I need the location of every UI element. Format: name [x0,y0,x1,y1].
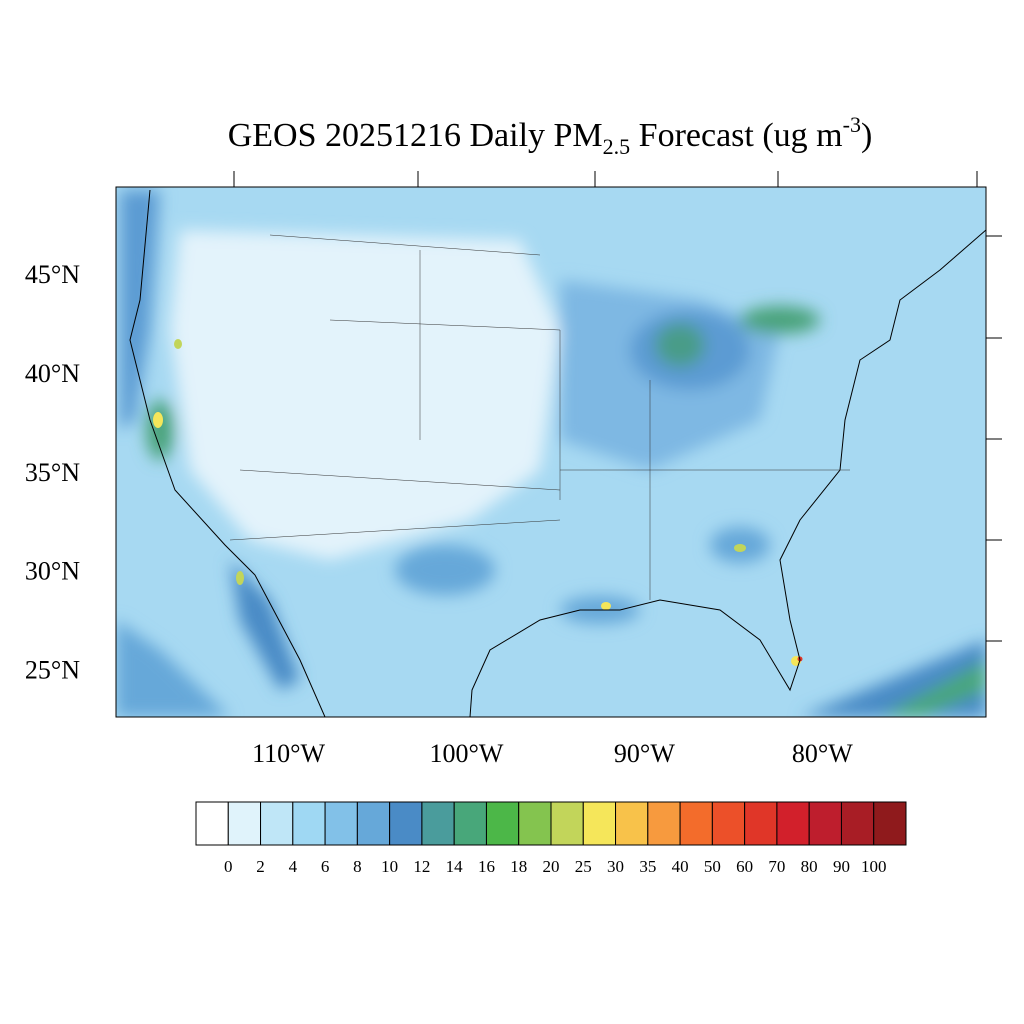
colorbar-box [615,801,649,846]
title: GEOS 20251216 Daily PM2.5 Forecast (ug m… [228,112,873,159]
title-text: ) [861,117,872,154]
colorbar-box [389,801,423,846]
title-text: Forecast (ug m [630,117,842,154]
colorbar-label: 60 [736,857,753,876]
colorbar-box [679,801,713,846]
colorbar-label: 16 [478,857,495,876]
title-text: GEOS 20251216 Daily PM [228,117,603,154]
lat-label: 45°N [25,260,80,289]
axis-labels: 45°N 40°N 35°N 30°N 25°N 110°W 100°W 90°W 80°W [25,260,853,768]
colorbar-label: 25 [575,857,592,876]
colorbar-label: 100 [861,857,887,876]
lon-label: 100°W [430,739,504,768]
colorbar-box [776,801,810,846]
colorbar-box [324,801,358,846]
colorbar: 0 2 4 6 8 10 12 14 16 18 20 25 30 35 40 50 60 70 80 90 100 [195,801,907,876]
colorbar-box [421,801,455,846]
colorbar-box [260,801,294,846]
colorbar-box [711,801,746,846]
title-superscript: -3 [843,112,861,137]
title-subscript: 2.5 [603,134,631,159]
colorbar-label: 20 [543,857,560,876]
lat-label: 30°N [25,557,80,586]
colorbar-label: 12 [413,857,430,876]
colorbar-label: 6 [321,857,330,876]
colorbar-label: 70 [768,857,785,876]
colorbar-label: 2 [256,857,265,876]
colorbar-label: 80 [801,857,818,876]
colorbar-label: 30 [607,857,624,876]
lon-label: 90°W [614,739,675,768]
colorbar-label: 8 [353,857,362,876]
colorbar-box [808,801,842,846]
colorbar-box [453,801,487,846]
colorbar-box [195,801,229,846]
colorbar-box [840,801,875,846]
colorbar-label: 4 [289,857,298,876]
colorbar-box [227,801,262,846]
colorbar-label: 0 [224,857,233,876]
colorbar-box [356,801,391,846]
colorbar-box [550,801,584,846]
colorbar-label: 40 [672,857,689,876]
lon-label: 110°W [252,739,325,768]
colorbar-box [873,801,907,846]
colorbar-label: 18 [510,857,527,876]
colorbar-box [485,801,520,846]
colorbar-label: 14 [446,857,464,876]
colorbar-label: 90 [833,857,850,876]
lat-label: 35°N [25,458,80,487]
lat-label: 25°N [25,656,80,685]
colorbar-label: 35 [639,857,656,876]
colorbar-label: 50 [704,857,721,876]
frame-ticks [233,171,1002,642]
colorbar-box [744,801,778,846]
colorbar-box [292,801,326,846]
map-frame [115,186,987,718]
map-field [116,187,986,717]
colorbar-box [518,801,552,846]
colorbar-label: 10 [381,857,398,876]
lon-label: 80°W [792,739,853,768]
colorbar-box [647,801,681,846]
lat-label: 40°N [25,359,80,388]
colorbar-box [582,801,617,846]
